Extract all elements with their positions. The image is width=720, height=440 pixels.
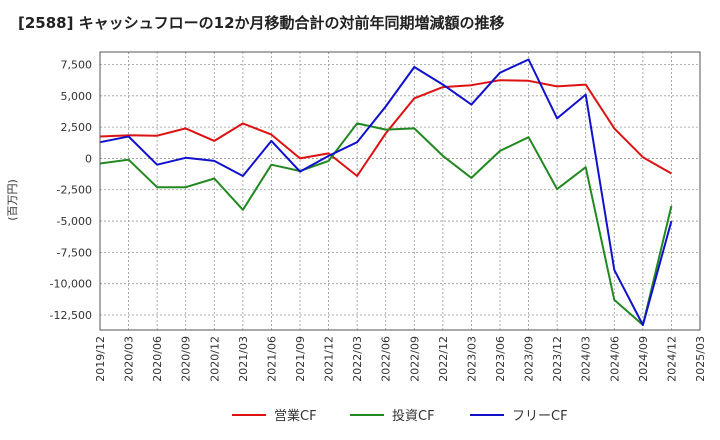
x-tick-label: 2022/09	[408, 336, 421, 382]
legend-label: フリーCF	[512, 409, 568, 424]
x-tick-label: 2021/06	[265, 336, 278, 382]
x-tick-label: 2020/06	[151, 336, 164, 382]
x-tick-label: 2023/09	[523, 336, 536, 382]
x-tick-label: 2021/03	[237, 336, 250, 382]
series-line	[99, 79, 672, 177]
y-tick-label: 7,500	[61, 59, 93, 72]
y-tick-label: -7,500	[57, 246, 92, 259]
legend-label: 営業CF	[274, 408, 317, 424]
plot-frame	[99, 51, 701, 331]
x-tick-label: 2023/06	[494, 336, 507, 382]
y-tick-labels: 7,500 5,000 2,500 0 -2,500 -5,000 -7,500 -10,00…	[50, 59, 92, 322]
legend: 営業CF 投資CF フリーCF	[232, 408, 568, 424]
series-lines	[99, 58, 673, 326]
x-tick-label: 2021/12	[323, 336, 336, 382]
x-tick-label: 2024/03	[580, 336, 593, 382]
x-tick-label: 2020/09	[180, 336, 193, 382]
x-tick-label: 2024/06	[608, 336, 621, 382]
x-tick-label: 2020/12	[208, 336, 221, 382]
x-tick-label: 2022/12	[437, 336, 450, 382]
y-tick-label: -10,000	[50, 278, 92, 291]
y-tick-label: -5,000	[57, 215, 92, 228]
grid	[99, 52, 701, 330]
y-tick-label: -12,500	[50, 309, 92, 322]
legend-label: 投資CF	[392, 408, 435, 424]
x-tick-label: 2022/06	[380, 336, 393, 382]
x-tick-label: 2019/12	[94, 336, 107, 382]
x-tick-label: 2024/09	[637, 336, 650, 382]
y-tick-label: 5,000	[61, 90, 93, 103]
x-tick-labels: 2019/12 2020/03 2020/06 2020/09 2020/12 2021/…	[94, 336, 707, 382]
y-tick-label: 0	[85, 152, 92, 165]
x-tick-label: 2024/12	[665, 336, 678, 382]
y-tick-label: -2,500	[57, 184, 92, 197]
chart-title: [2588] キャッシュフローの12か月移動合計の対前年同期増減額の推移	[18, 14, 505, 32]
series-line	[99, 122, 673, 326]
x-tick-label: 2021/09	[294, 336, 307, 382]
x-tick-label: 2023/03	[465, 336, 478, 382]
x-tick-label: 2023/12	[551, 336, 564, 382]
x-tick-label: 2020/03	[123, 336, 136, 382]
series-line	[99, 58, 673, 326]
x-tick-label: 2025/03	[694, 336, 707, 382]
y-axis-label: (百万円)	[6, 179, 19, 221]
x-tick-label: 2022/03	[351, 336, 364, 382]
y-tick-label: 2,500	[61, 121, 93, 134]
